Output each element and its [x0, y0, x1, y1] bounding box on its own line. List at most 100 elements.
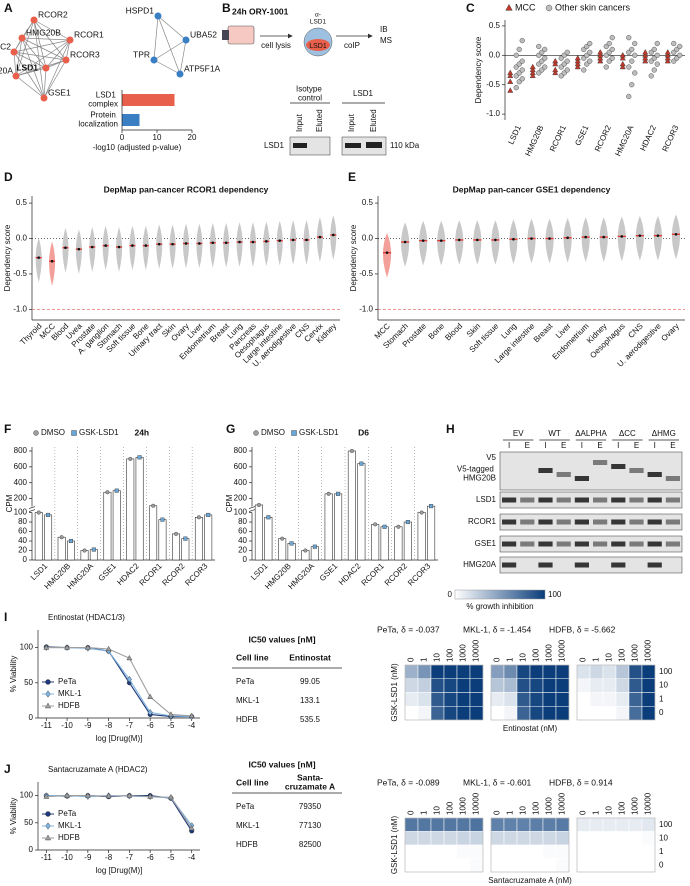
legend-label: MCC: [515, 2, 536, 12]
marker: [574, 60, 581, 67]
bar: [278, 538, 287, 561]
y-tick-label: -0.5: [13, 269, 27, 278]
marker: [626, 93, 632, 100]
violin: [102, 225, 109, 271]
heatmap-cell: [615, 664, 630, 679]
marker: [603, 64, 609, 70]
marker: [312, 544, 317, 549]
column-label: 10000: [644, 639, 653, 662]
heatmap-cell: [404, 664, 419, 679]
heatmap-cell: [516, 706, 531, 721]
table-title: IC50 values [nM]: [248, 634, 315, 644]
heatmap-cell: [555, 844, 570, 859]
heatmap-cell: [641, 844, 656, 859]
network-edge: [13, 51, 67, 61]
median-dot: [494, 238, 497, 242]
bar: [264, 516, 273, 561]
heatmap-frame: [404, 817, 484, 873]
marker: [68, 539, 73, 544]
heatmap-cell: [576, 858, 591, 873]
panel-label: A: [4, 1, 13, 15]
heatmap-cell: [641, 858, 656, 873]
marker: [349, 448, 354, 453]
colorbar-tick-label: 0: [448, 590, 453, 599]
network-node: [12, 72, 20, 80]
legend-marker: [71, 430, 77, 436]
column-label: 10: [433, 653, 442, 662]
y-tick-label: 0: [23, 555, 28, 564]
marker: [280, 536, 285, 541]
protein-label: LSD1: [264, 141, 285, 150]
heatmap-cell: [490, 692, 505, 707]
y-tick-label: 0.0: [489, 50, 501, 59]
heatmap-cell: [542, 706, 557, 721]
violin: [35, 237, 42, 283]
axis-break: [28, 506, 36, 509]
y-tick-label: -1.0: [486, 109, 500, 118]
median-dot: [305, 238, 308, 242]
heatmap-cell: [529, 858, 544, 873]
heatmap-frame: [576, 664, 656, 721]
bar: [403, 521, 412, 561]
band: [629, 497, 644, 503]
lane-label: I: [617, 441, 619, 450]
violin: [62, 227, 69, 273]
median-dot: [238, 240, 241, 244]
y-tick-label: 40: [18, 536, 27, 545]
heatmap-cell: [576, 664, 591, 679]
heatmap-title: MKL-1, δ = -1.454: [463, 624, 532, 634]
heatmap-cell: [456, 817, 471, 832]
lane-label: E: [670, 441, 675, 450]
heatmap-cell: [490, 664, 505, 679]
marker: [626, 64, 632, 70]
antibody-label: α-LSD1: [310, 11, 327, 25]
marker: [619, 54, 626, 61]
heatmap-cell: [417, 817, 432, 832]
legend-label: PeTa: [58, 677, 77, 686]
heatmap-cell: [404, 678, 419, 693]
lane-label: E: [634, 441, 639, 450]
marker: [597, 57, 604, 64]
marker: [513, 52, 519, 58]
heatmap-cell: [589, 706, 604, 721]
y-axis-label: Dependency score: [474, 36, 483, 103]
heatmap-cell: [417, 844, 432, 859]
median-dot: [171, 242, 174, 246]
heatmap-cell: [555, 817, 570, 832]
band: [502, 562, 517, 568]
heatmap-cell: [589, 692, 604, 707]
band: [574, 541, 589, 547]
heatmap-cell: [576, 706, 591, 721]
network-node: [18, 34, 26, 42]
median-dot: [278, 239, 282, 242]
median-dot: [251, 240, 255, 244]
group-label: ΔCC: [619, 429, 636, 438]
lane-label: I: [544, 441, 546, 450]
heatmap-cell: [430, 817, 445, 832]
marker: [552, 69, 559, 76]
bar: [126, 458, 135, 561]
violin: [196, 223, 203, 269]
median-dot: [117, 245, 121, 249]
marker: [82, 548, 87, 553]
heatmap-cell: [576, 844, 591, 859]
chart-title: DepMap pan-cancer GSE1 dependency: [453, 184, 611, 194]
heatmap-cell: [417, 706, 432, 721]
marker: [147, 793, 154, 799]
heatmap-cell: [503, 858, 518, 873]
bar: [204, 514, 213, 561]
column-label: 0: [407, 810, 416, 815]
panel-label: I: [4, 610, 7, 624]
legend-marker: [545, 4, 553, 12]
column-label: 1: [420, 657, 429, 662]
column-label: 1000: [631, 644, 640, 662]
bar: [112, 490, 121, 561]
band: [665, 476, 680, 481]
heatmap-cell: [404, 831, 419, 846]
heatmap-cell: [555, 678, 570, 693]
x-tick-label: HDAC2: [115, 561, 141, 587]
heatmap-cell: [542, 858, 557, 873]
heatmap-cell: [443, 817, 458, 832]
network-edge: [13, 51, 45, 99]
x-tick-label: Breast: [532, 321, 555, 344]
